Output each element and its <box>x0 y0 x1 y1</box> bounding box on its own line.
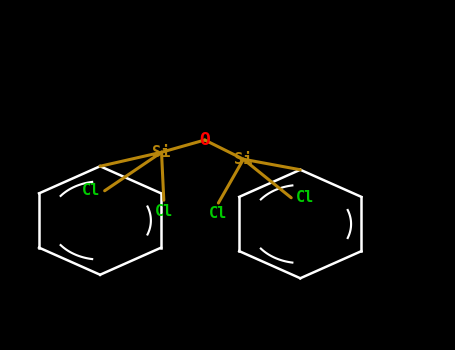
Text: Si: Si <box>152 145 171 160</box>
Text: Si: Si <box>234 152 253 167</box>
Text: Cl: Cl <box>155 204 173 219</box>
Text: Cl: Cl <box>82 183 100 198</box>
Text: Cl: Cl <box>296 190 314 205</box>
Text: O: O <box>199 131 210 149</box>
Text: Cl: Cl <box>209 206 228 222</box>
